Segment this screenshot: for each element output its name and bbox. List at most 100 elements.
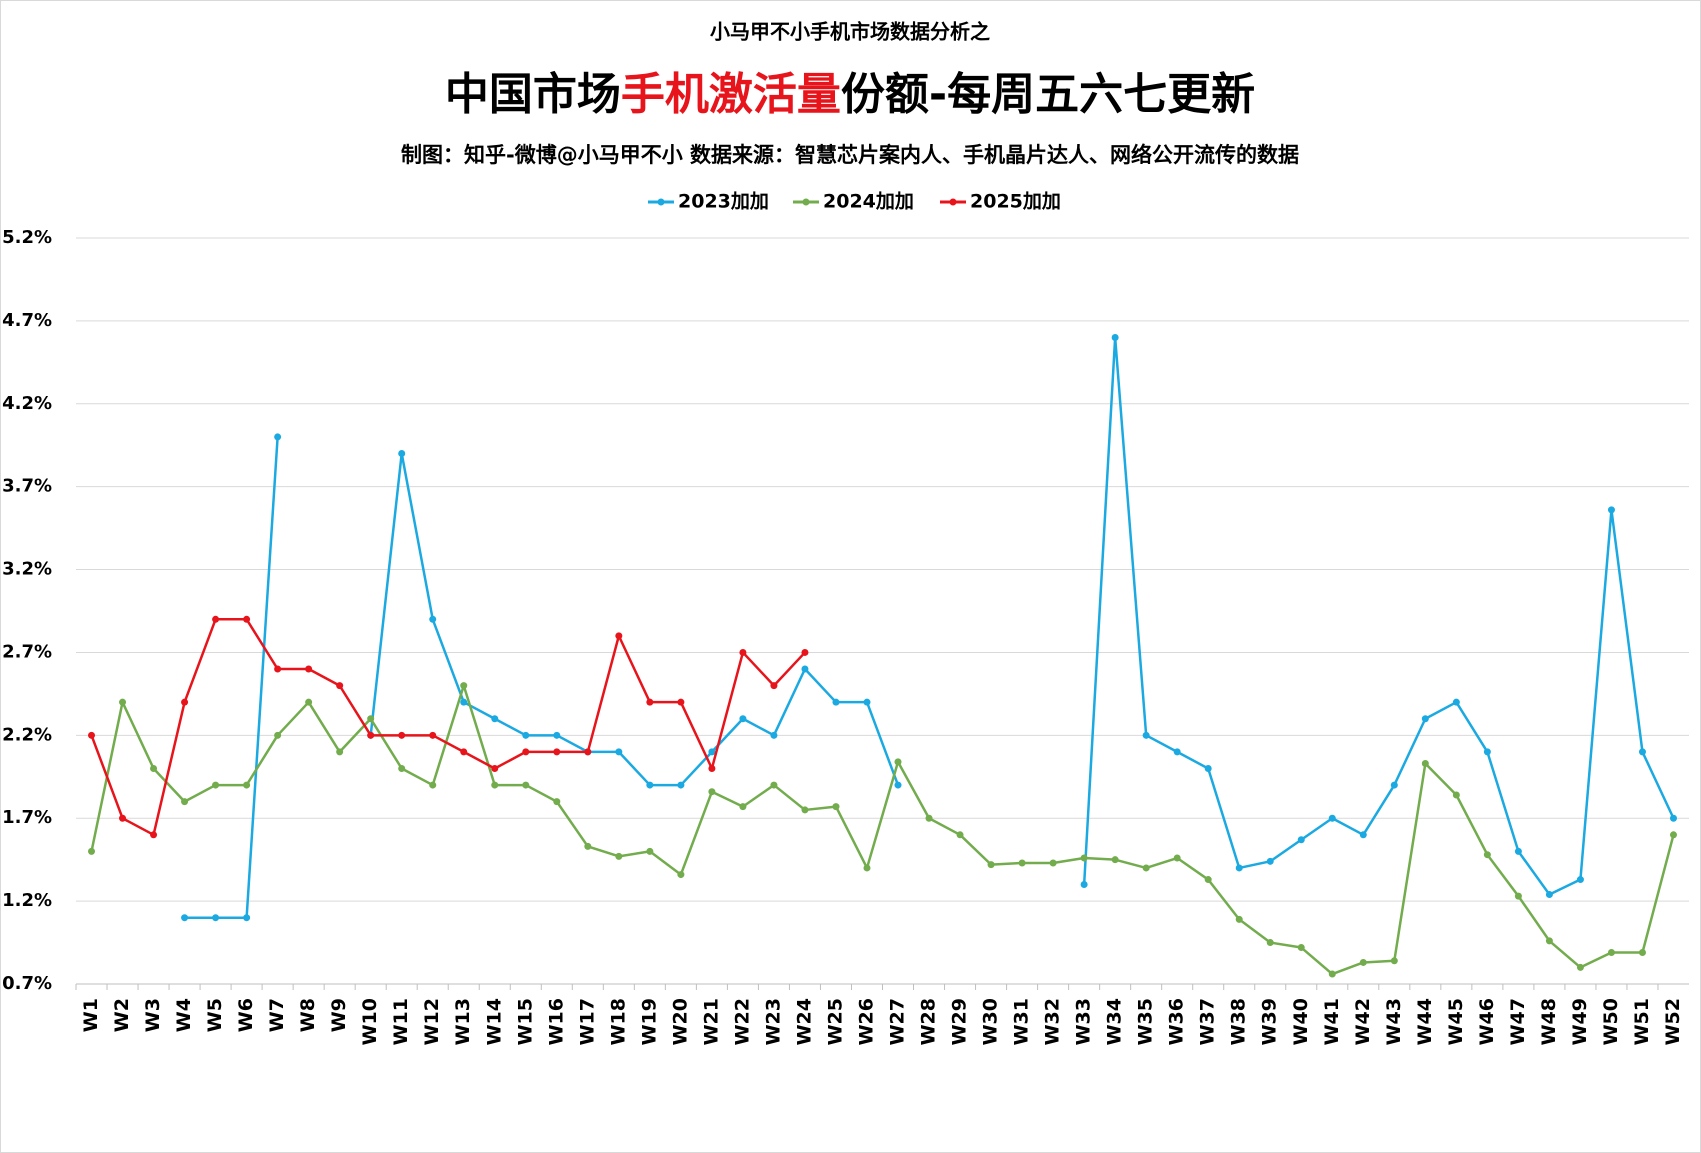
data-point bbox=[987, 861, 995, 869]
data-point bbox=[1266, 939, 1274, 947]
data-point bbox=[460, 682, 468, 690]
data-point bbox=[150, 764, 158, 772]
x-tick-label: W39 bbox=[1259, 998, 1281, 1045]
x-tick-label: W49 bbox=[1569, 998, 1591, 1045]
x-tick-label: W24 bbox=[793, 998, 815, 1045]
data-point bbox=[305, 698, 313, 706]
data-point bbox=[181, 798, 189, 806]
data-point bbox=[1328, 970, 1336, 978]
data-point bbox=[646, 781, 654, 789]
data-point bbox=[1483, 851, 1491, 859]
legend-label: 2023加加 bbox=[678, 191, 769, 213]
title-part: 中国市场 bbox=[445, 69, 621, 120]
x-tick-label: W48 bbox=[1538, 998, 1560, 1045]
x-tick-label: W5 bbox=[204, 998, 226, 1032]
data-point bbox=[1390, 957, 1398, 965]
legend-marker bbox=[802, 198, 810, 206]
x-tick-label: W13 bbox=[452, 998, 474, 1045]
data-point bbox=[832, 803, 840, 811]
data-point bbox=[801, 806, 809, 814]
data-point bbox=[212, 615, 220, 623]
data-point bbox=[646, 847, 654, 855]
data-point bbox=[336, 682, 344, 690]
data-point bbox=[1669, 831, 1677, 839]
x-tick-label: W37 bbox=[1197, 998, 1219, 1045]
data-point bbox=[1514, 892, 1522, 900]
data-point bbox=[1235, 864, 1243, 872]
data-point bbox=[367, 731, 375, 739]
data-point bbox=[398, 450, 406, 458]
y-tick-label: 2.2% bbox=[2, 724, 52, 745]
data-point bbox=[522, 748, 530, 756]
data-point bbox=[1390, 781, 1398, 789]
data-point bbox=[119, 814, 127, 822]
data-point bbox=[1235, 915, 1243, 923]
x-tick-label: W17 bbox=[576, 998, 598, 1045]
data-point bbox=[615, 632, 623, 640]
data-point bbox=[801, 648, 809, 656]
x-tick-label: W21 bbox=[700, 998, 722, 1045]
y-tick-label: 1.2% bbox=[2, 890, 52, 911]
x-tick-label: W47 bbox=[1507, 998, 1529, 1045]
data-point bbox=[1669, 814, 1677, 822]
data-point bbox=[522, 731, 530, 739]
data-point bbox=[429, 615, 437, 623]
data-point bbox=[1359, 958, 1367, 966]
data-point bbox=[429, 781, 437, 789]
series-line bbox=[184, 336, 1675, 919]
data-point bbox=[1421, 760, 1429, 768]
data-point bbox=[1607, 949, 1615, 957]
data-point bbox=[243, 615, 251, 623]
x-tick-label: W2 bbox=[111, 998, 133, 1032]
x-tick-label: W34 bbox=[1104, 998, 1126, 1045]
data-point bbox=[1545, 890, 1553, 898]
data-point bbox=[677, 781, 685, 789]
x-tick-label: W28 bbox=[918, 998, 940, 1045]
x-tick-label: W10 bbox=[359, 998, 381, 1045]
data-point bbox=[863, 698, 871, 706]
x-tick-label: W36 bbox=[1166, 998, 1188, 1045]
data-point bbox=[274, 665, 282, 673]
x-tick-label: W52 bbox=[1662, 998, 1684, 1045]
x-tick-label: W15 bbox=[514, 998, 536, 1045]
x-tick-label: W8 bbox=[297, 998, 319, 1032]
data-point bbox=[739, 803, 747, 811]
series-line bbox=[90, 618, 806, 837]
data-point bbox=[88, 847, 96, 855]
data-point bbox=[243, 781, 251, 789]
data-point bbox=[1266, 857, 1274, 865]
data-point bbox=[708, 788, 716, 796]
data-point bbox=[460, 748, 468, 756]
data-point bbox=[553, 798, 561, 806]
x-tick-label: W6 bbox=[235, 998, 257, 1032]
x-tick-label: W1 bbox=[80, 998, 102, 1032]
data-point bbox=[491, 764, 499, 772]
data-point bbox=[1204, 764, 1212, 772]
data-point bbox=[1080, 881, 1088, 889]
x-tick-label: W50 bbox=[1600, 998, 1622, 1045]
y-tick-label: 2.7% bbox=[2, 641, 52, 662]
x-tick-label: W46 bbox=[1476, 998, 1498, 1045]
data-point bbox=[1297, 944, 1305, 952]
data-point bbox=[522, 781, 530, 789]
x-tick-label: W33 bbox=[1073, 998, 1095, 1045]
data-point bbox=[1607, 506, 1615, 514]
x-tick-label: W20 bbox=[669, 998, 691, 1045]
data-point bbox=[584, 748, 592, 756]
y-tick-label: 1.7% bbox=[2, 807, 52, 828]
data-point bbox=[832, 698, 840, 706]
data-point bbox=[1638, 748, 1646, 756]
x-tick-label: W30 bbox=[980, 998, 1002, 1045]
legend-marker bbox=[949, 198, 957, 206]
x-tick-label: W3 bbox=[142, 998, 164, 1032]
data-point bbox=[1018, 859, 1026, 867]
data-point bbox=[801, 665, 809, 673]
x-tick-label: W51 bbox=[1631, 998, 1653, 1045]
title-part: 手机激活量 bbox=[621, 69, 841, 120]
x-tick-label: W38 bbox=[1228, 998, 1250, 1045]
data-point bbox=[584, 842, 592, 850]
x-tick-label: W22 bbox=[731, 998, 753, 1045]
data-point bbox=[553, 731, 561, 739]
x-tick-label: W41 bbox=[1321, 998, 1343, 1045]
data-point bbox=[243, 914, 251, 922]
